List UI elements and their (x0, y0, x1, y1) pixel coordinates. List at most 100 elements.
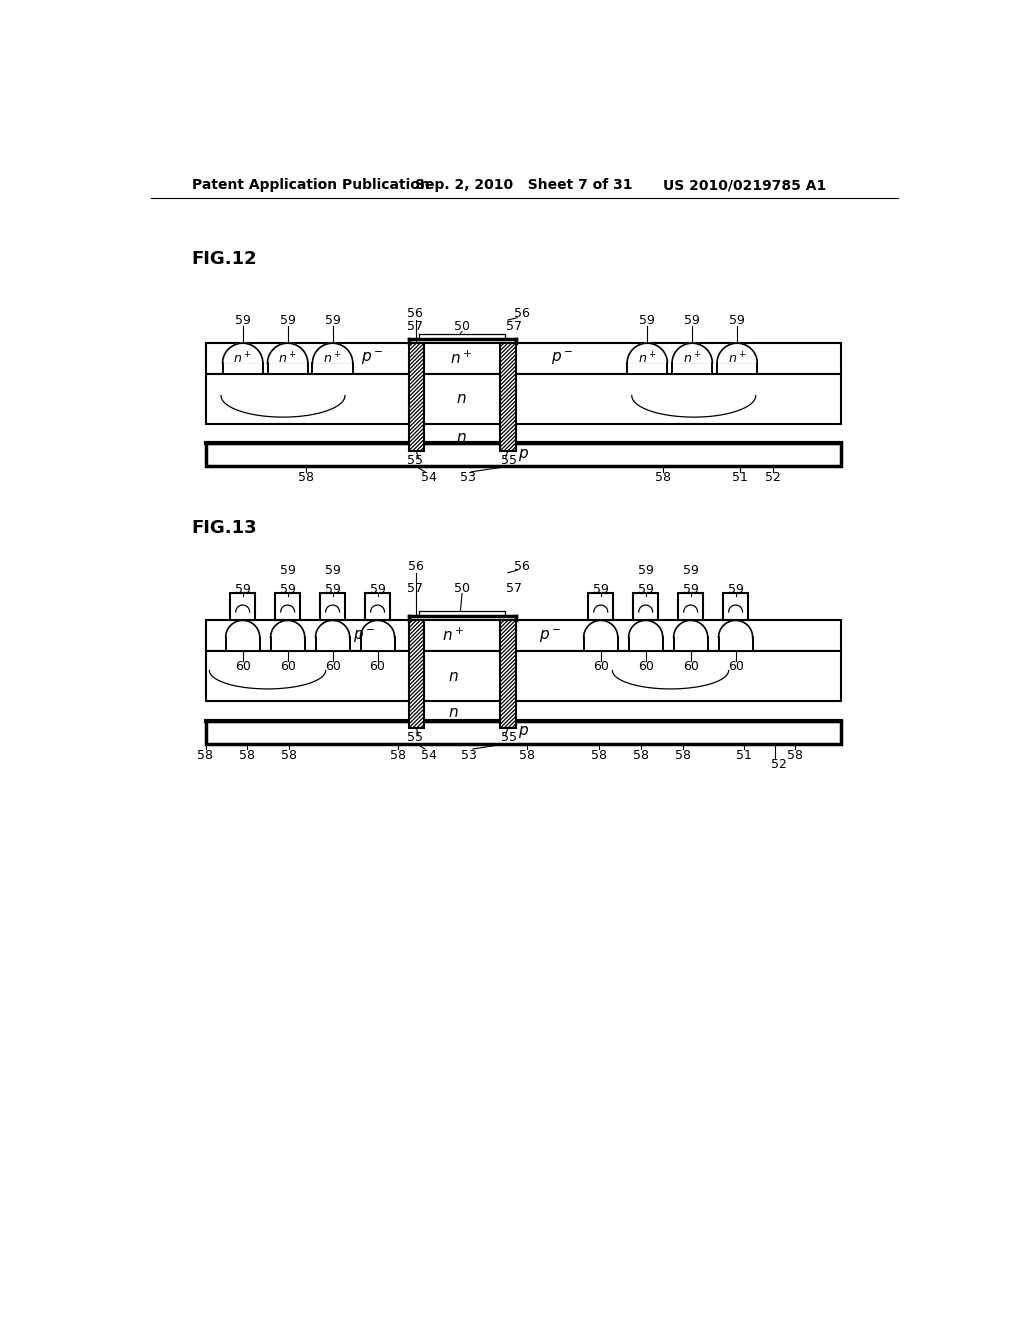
Text: $n^+$: $n^+$ (683, 351, 701, 366)
Text: 59: 59 (684, 314, 700, 326)
Text: 56: 56 (514, 308, 529, 321)
Bar (312, 363, 352, 374)
Text: 59: 59 (325, 583, 341, 597)
Text: 60: 60 (370, 660, 385, 673)
Text: 58: 58 (282, 748, 297, 762)
Text: 58: 58 (654, 471, 671, 484)
Text: 59: 59 (683, 564, 698, 577)
Bar (584, 638, 617, 651)
Bar (674, 638, 708, 651)
Text: 60: 60 (234, 660, 251, 673)
Bar (366, 593, 390, 620)
Text: 57: 57 (407, 582, 423, 594)
Text: 55: 55 (407, 731, 423, 744)
Text: 59: 59 (593, 583, 608, 597)
Text: $n^+$: $n^+$ (324, 351, 342, 366)
Bar (409, 620, 424, 729)
Polygon shape (672, 343, 713, 363)
Text: 57: 57 (506, 582, 522, 594)
Text: 60: 60 (683, 660, 698, 673)
Text: US 2010/0219785 A1: US 2010/0219785 A1 (663, 178, 826, 193)
Text: $p$: $p$ (518, 725, 528, 741)
Text: $n$: $n$ (456, 392, 467, 407)
Text: 59: 59 (683, 583, 698, 597)
Polygon shape (267, 343, 308, 363)
Bar (206, 651, 841, 701)
Text: 58: 58 (198, 748, 213, 762)
Text: 57: 57 (407, 319, 423, 333)
Text: 58: 58 (298, 471, 314, 484)
Bar (719, 638, 753, 651)
Text: 59: 59 (280, 583, 296, 597)
Bar (500, 620, 515, 729)
Text: 59: 59 (280, 564, 296, 577)
Text: $n$: $n$ (456, 430, 467, 445)
Text: 59: 59 (325, 314, 341, 326)
Bar (360, 638, 394, 651)
Text: 54: 54 (421, 471, 436, 484)
Text: 60: 60 (638, 660, 653, 673)
Text: 50: 50 (454, 582, 470, 594)
Text: 58: 58 (786, 748, 803, 762)
Bar (589, 593, 613, 620)
Text: FIG.12: FIG.12 (191, 249, 257, 268)
Bar (672, 363, 713, 374)
Text: 60: 60 (325, 660, 341, 673)
Bar (500, 343, 515, 451)
Text: $n^+$: $n^+$ (442, 627, 465, 644)
Text: 58: 58 (240, 748, 255, 762)
Polygon shape (315, 620, 349, 638)
Text: 56: 56 (409, 560, 424, 573)
Text: 58: 58 (390, 748, 406, 762)
Text: FIG.13: FIG.13 (191, 519, 257, 537)
Text: 58: 58 (633, 748, 649, 762)
Text: 52: 52 (765, 471, 780, 484)
Text: 51: 51 (736, 748, 752, 762)
Text: 55: 55 (407, 454, 423, 467)
Bar (409, 343, 424, 451)
Text: 56: 56 (407, 308, 423, 321)
Text: $n$: $n$ (449, 669, 459, 684)
Text: 59: 59 (728, 583, 743, 597)
Bar (717, 363, 758, 374)
Text: 59: 59 (638, 583, 653, 597)
Text: 57: 57 (506, 319, 522, 333)
Polygon shape (719, 620, 753, 638)
Text: 54: 54 (421, 748, 436, 762)
Text: $n^+$: $n^+$ (638, 351, 656, 366)
Bar (723, 593, 748, 620)
Bar (275, 593, 300, 620)
Text: 56: 56 (514, 560, 529, 573)
Text: 50: 50 (454, 319, 470, 333)
Bar (409, 620, 424, 729)
Text: $p^-$: $p^-$ (361, 350, 383, 367)
Bar (222, 363, 263, 374)
Polygon shape (360, 620, 394, 638)
Polygon shape (627, 343, 668, 363)
Text: $n^+$: $n^+$ (451, 350, 472, 367)
Text: $p$: $p$ (518, 447, 528, 463)
Bar (206, 444, 841, 466)
Text: 60: 60 (593, 660, 608, 673)
Text: 60: 60 (728, 660, 743, 673)
Text: 58: 58 (675, 748, 691, 762)
Text: 58: 58 (591, 748, 607, 762)
Polygon shape (270, 620, 305, 638)
Text: $n$: $n$ (449, 706, 459, 719)
Text: 53: 53 (461, 748, 477, 762)
Text: 58: 58 (519, 748, 536, 762)
Bar (321, 593, 345, 620)
Bar (206, 374, 841, 424)
Text: 59: 59 (370, 583, 385, 597)
Bar (633, 593, 658, 620)
Polygon shape (674, 620, 708, 638)
Text: $n^+$: $n^+$ (233, 351, 252, 366)
Text: 52: 52 (771, 758, 786, 771)
Bar (627, 363, 668, 374)
Polygon shape (717, 343, 758, 363)
Text: Patent Application Publication: Patent Application Publication (191, 178, 429, 193)
Bar (270, 638, 305, 651)
Bar (206, 620, 841, 651)
Text: 53: 53 (460, 471, 475, 484)
Bar (267, 363, 308, 374)
